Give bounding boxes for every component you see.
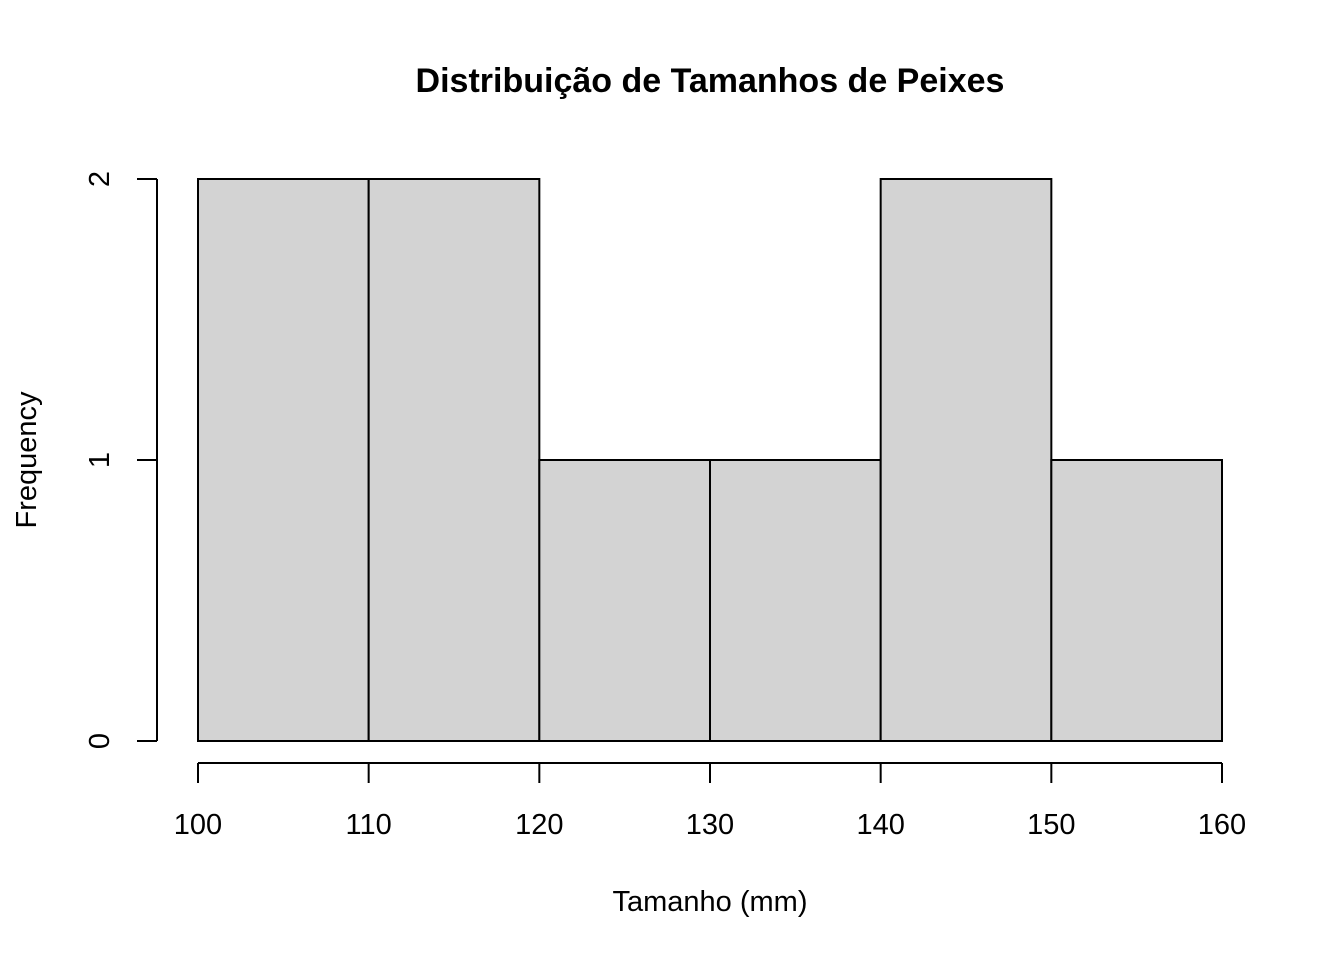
x-tick-label: 150: [1027, 809, 1075, 841]
bars-group: [197, 178, 1224, 742]
y-tick-label: 2: [84, 171, 116, 187]
chart-title: Distribuição de Tamanhos de Peixes: [416, 62, 1005, 100]
x-tick-label: 140: [856, 809, 904, 841]
bar-110-120: [367, 178, 541, 742]
y-axis: 0 1 2: [84, 171, 158, 749]
bar-120-130: [538, 459, 711, 742]
y-axis-label: Frequency: [11, 391, 43, 529]
x-axis: 100 110 120 130 140 150 160: [174, 762, 1246, 841]
x-tick-label: 120: [515, 809, 563, 841]
bar-140-150: [879, 178, 1053, 742]
x-axis-label: Tamanho (mm): [613, 886, 808, 918]
x-tick-label: 100: [174, 809, 222, 841]
x-tick-label: 130: [686, 809, 734, 841]
bar-130-140: [709, 459, 882, 742]
x-tick-label: 160: [1198, 809, 1246, 841]
y-tick-label: 1: [84, 452, 116, 468]
bar-150-160: [1050, 459, 1224, 742]
x-tick-label: 110: [346, 809, 392, 841]
bar-100-110: [197, 178, 370, 742]
y-tick-label: 0: [84, 733, 116, 749]
